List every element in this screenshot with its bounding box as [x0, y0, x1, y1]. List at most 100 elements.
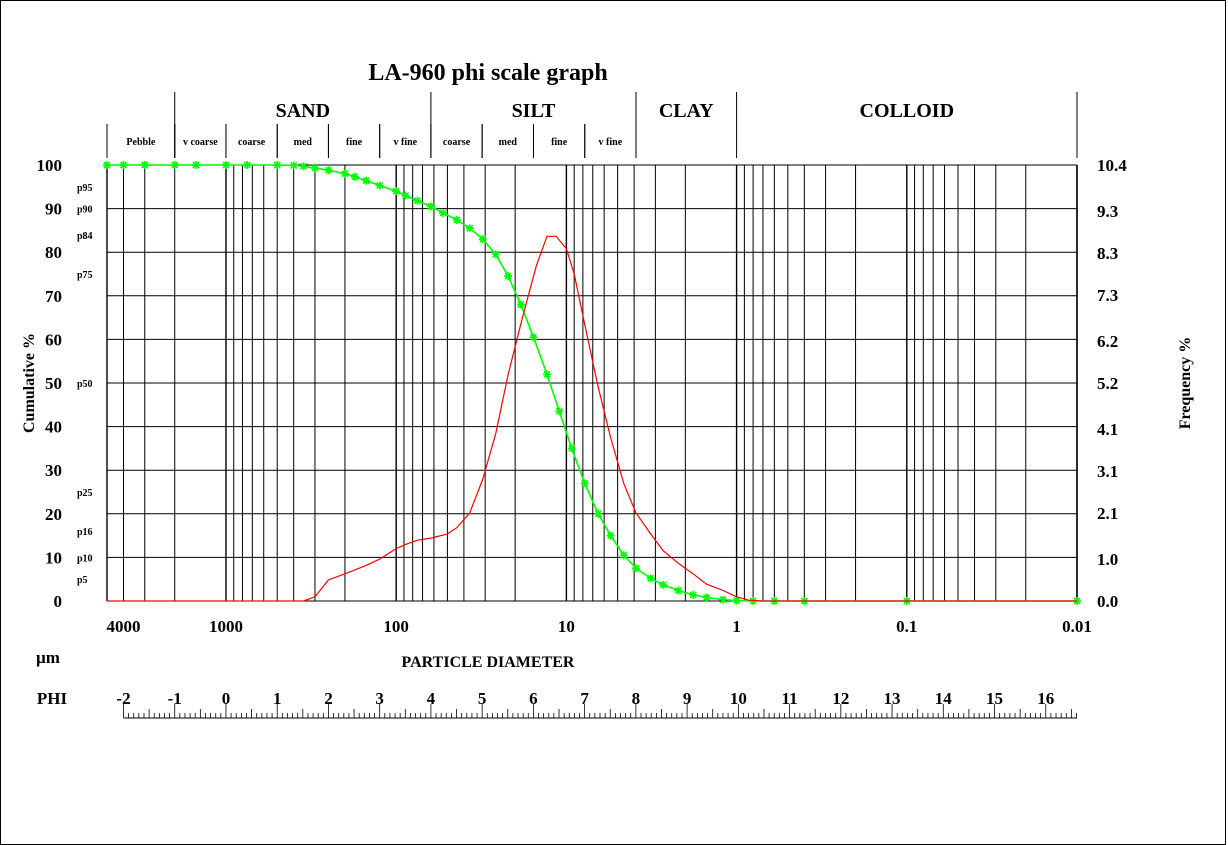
cumulative-point [581, 479, 589, 487]
y-left-tick-label: 20 [45, 505, 62, 524]
cumulative-point [703, 594, 711, 602]
x-axis-unit: µm [36, 648, 60, 667]
x-tick-label: 0.1 [896, 617, 917, 636]
y-left-tick-label: 50 [45, 374, 62, 393]
cumulative-point [243, 161, 251, 169]
cumulative-point [504, 272, 512, 280]
y-right-tick-label: 7.3 [1097, 286, 1118, 305]
percentile-label: p75 [77, 270, 93, 281]
phi-scale: -2 -1 0 1 2 3 4 5 6 7 8 9 10 11 12 13 14 15 16 [116, 689, 1077, 718]
x-axis-title: PARTICLE DIAMETER [402, 654, 575, 671]
phi-tick-label: 11 [782, 689, 798, 708]
y-right-tick-label: 1.0 [1097, 550, 1118, 569]
percentile-labels: p95 p90 p84 p75 p50 p25 p16 p10 p5 [77, 183, 93, 586]
y-right-tick-label: 2.1 [1097, 504, 1118, 523]
cumulative-point [632, 564, 640, 572]
y-axis-left-title: Cumulative % [21, 333, 38, 433]
phi-tick-label: 12 [832, 689, 849, 708]
y-right-tick-label: 10.4 [1097, 156, 1127, 175]
cumulative-point [413, 197, 421, 205]
percentile-label: p95 [77, 183, 93, 194]
y-axis-right-title: Frequency % [1177, 337, 1194, 430]
phi-tick-label: 3 [375, 689, 384, 708]
cumulative-point [324, 166, 332, 174]
y-left-tick-label: 30 [45, 461, 62, 480]
percentile-label: p25 [77, 488, 93, 499]
y-right-tick-label: 4.1 [1097, 420, 1118, 439]
cumulative-point [517, 301, 525, 309]
subcategory-label: fine [551, 137, 568, 148]
cumulative-point [453, 216, 461, 224]
x-tick-label: 1 [732, 617, 741, 636]
percentile-label: p90 [77, 205, 93, 216]
cumulative-point [402, 192, 410, 200]
y-left-tick-label: 90 [45, 200, 62, 219]
category-header: SAND SILT CLAY COLLOID Pebble v coarse coarse m… [107, 92, 1077, 158]
cumulative-point [659, 581, 667, 589]
subcategory-label: v coarse [183, 137, 218, 148]
cumulative-point [273, 161, 281, 169]
cumulative-point [492, 250, 500, 258]
y-left-tick-label: 40 [45, 418, 62, 437]
y-left-tick-label: 0 [54, 592, 63, 611]
y-left-tick-label: 80 [45, 243, 62, 262]
x-tick-label: 1000 [209, 617, 243, 636]
cumulative-point [594, 510, 602, 518]
subcategory-label: med [499, 137, 518, 148]
category-label: CLAY [659, 100, 714, 122]
subcategory-label: fine [346, 137, 363, 148]
cumulative-point [192, 161, 200, 169]
cumulative-point [568, 444, 576, 452]
phi-tick-label: 0 [222, 689, 231, 708]
phi-tick-label: 6 [529, 689, 538, 708]
percentile-label: p50 [77, 379, 93, 390]
cumulative-point [119, 161, 127, 169]
y-right-tick-label: 0.0 [1097, 592, 1118, 611]
percentile-label: p16 [77, 527, 93, 538]
subcategory-label: coarse [238, 137, 266, 148]
phi-tick-label: 4 [427, 689, 436, 708]
y-left-tick-label: 60 [45, 330, 62, 349]
y-right-tick-label: 8.3 [1097, 244, 1118, 263]
x-tick-label: 0.01 [1062, 617, 1092, 636]
percentile-label: p84 [77, 231, 93, 242]
y-left-tick-label: 100 [37, 156, 63, 175]
phi-tick-label: 15 [986, 689, 1003, 708]
phi-tick-label: -2 [116, 689, 130, 708]
subcategory-label: v fine [599, 137, 623, 148]
cumulative-point [427, 202, 435, 210]
y-left-tick-label: 10 [45, 548, 62, 567]
cumulative-point [647, 574, 655, 582]
cumulative-point [311, 164, 319, 172]
cumulative-point [555, 407, 563, 415]
percentile-label: p5 [77, 575, 88, 586]
phi-tick-label: 8 [632, 689, 641, 708]
phi-tick-label: 9 [683, 689, 692, 708]
cumulative-point [620, 551, 628, 559]
cumulative-point [719, 596, 727, 604]
cumulative-point [479, 235, 487, 243]
cumulative-point [466, 224, 474, 232]
y-left-tick-label: 70 [45, 287, 62, 306]
phi-tick-label: 2 [324, 689, 333, 708]
phi-label: PHI [37, 689, 68, 708]
phi-tick-label: 14 [935, 689, 953, 708]
cumulative-point [341, 170, 349, 178]
phi-tick-label: 7 [580, 689, 589, 708]
subcategory-label: Pebble [126, 137, 155, 148]
phi-tick-label: 1 [273, 689, 282, 708]
cumulative-point [300, 162, 308, 170]
phi-tick-label: 13 [884, 689, 901, 708]
subcategory-label: med [294, 137, 313, 148]
cumulative-point [530, 333, 538, 341]
cumulative-point [376, 181, 384, 189]
cumulative-point [351, 173, 359, 181]
x-tick-label: 100 [383, 617, 409, 636]
cumulative-point [141, 161, 149, 169]
cumulative-point [689, 591, 697, 599]
chart-title: LA-960 phi scale graph [368, 60, 607, 86]
y-right-tick-label: 3.1 [1097, 462, 1118, 481]
cumulative-point [439, 209, 447, 217]
cumulative-point [362, 177, 370, 185]
